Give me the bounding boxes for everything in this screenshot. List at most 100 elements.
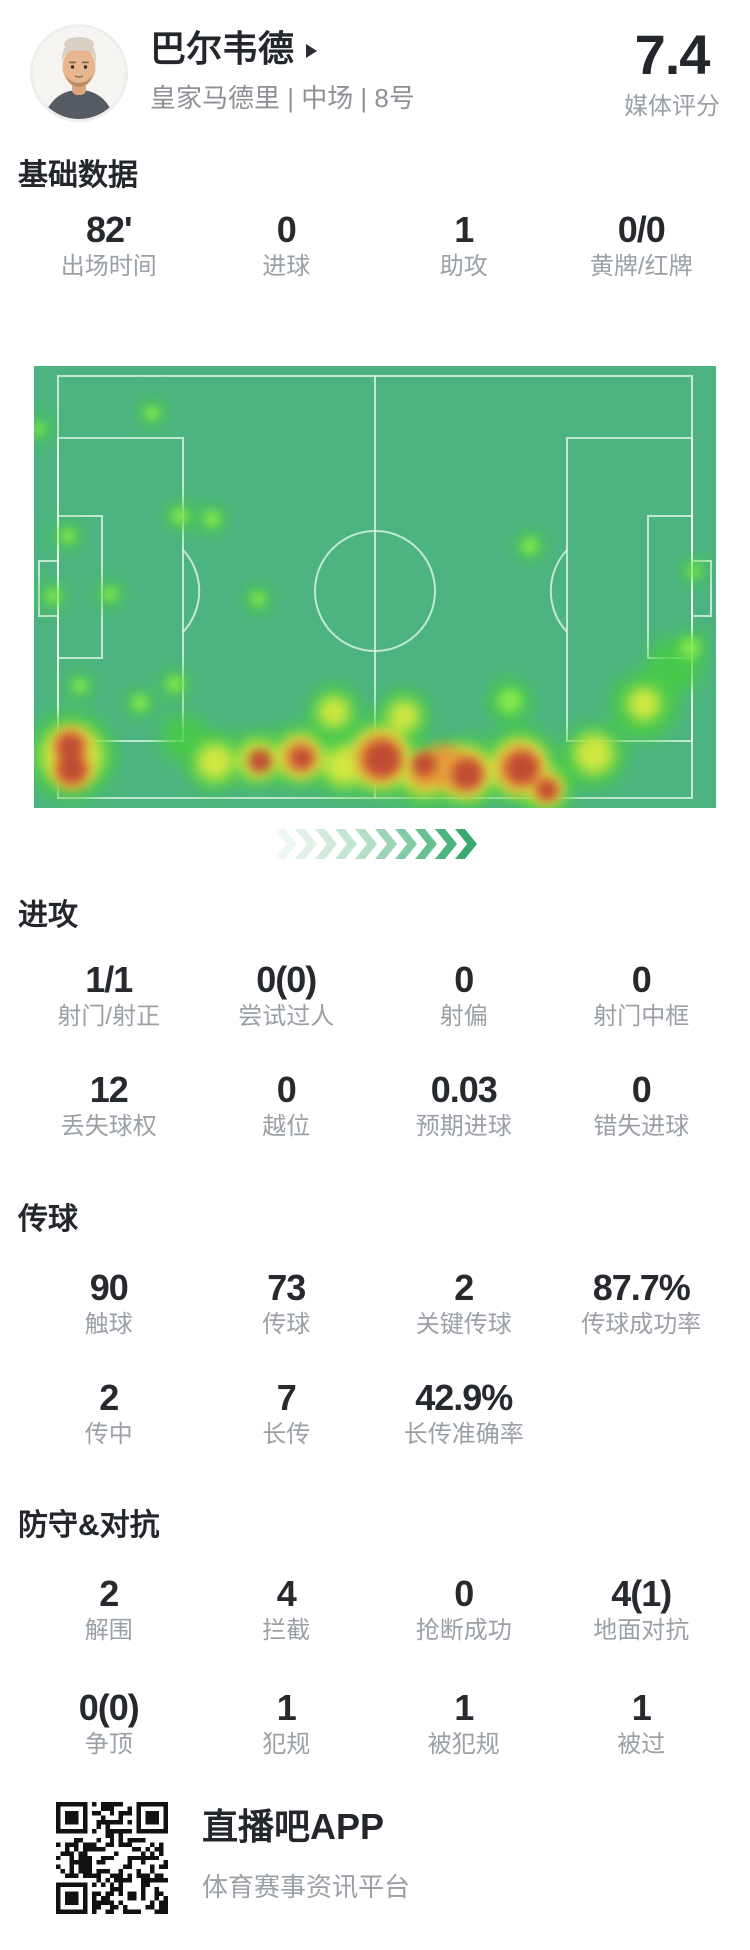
stat-label: 错失进球 [593, 1113, 690, 1140]
stat-value: 12 [89, 1069, 129, 1110]
stats-row-attack-1: 1/1 射门/射正 0(0) 尝试过人 0 射偏 0 射门中框 [0, 960, 750, 1032]
stat-value: 82' [85, 209, 133, 250]
app-info: 直播吧APP 体育赛事资讯平台 [168, 1802, 410, 1902]
section-title-attack: 进攻 [18, 899, 78, 932]
stat-value: 0(0) [78, 1687, 140, 1728]
player-team-line: 皇家马德里 | 中场 | 8号 [150, 83, 415, 113]
chevron-icon [355, 829, 377, 859]
stat-fouls: 1 犯规 [198, 1688, 376, 1760]
stat-shots-off: 0 射偏 [375, 960, 553, 1032]
stat-label: 助攻 [439, 253, 488, 280]
heatmap-pitch [34, 366, 716, 808]
stat-shots: 1/1 射门/射正 [20, 960, 198, 1032]
stat-value: 0.03 [430, 1069, 498, 1110]
app-name: 直播吧APP [202, 1806, 385, 1847]
chevron-icon [315, 829, 337, 859]
stat-big-chances-missed: 0 错失进球 [553, 1070, 731, 1142]
chevron-icon [455, 829, 477, 859]
app-description: 体育赛事资讯平台 [202, 1872, 411, 1902]
stat-label: 传中 [84, 1421, 133, 1448]
avatar-illustration [33, 27, 125, 119]
stat-value: 42.9% [415, 1377, 513, 1418]
stat-woodwork: 0 射门中框 [553, 960, 731, 1032]
stat-value: 4(1) [611, 1573, 672, 1614]
stat-label: 解围 [84, 1617, 133, 1644]
stat-value: 1 [454, 209, 474, 250]
chevron-icon [335, 829, 357, 859]
stat-assists: 1 助攻 [375, 210, 553, 282]
stat-fouled: 1 被犯规 [375, 1688, 553, 1760]
stat-long-ball-accuracy: 42.9% 长传准确率 [375, 1378, 553, 1450]
stat-label: 触球 [84, 1311, 133, 1338]
stats-row-passing-2: 2 传中 7 长传 42.9% 长传准确率 [0, 1378, 750, 1450]
stat-label: 长传 [262, 1421, 311, 1448]
stat-value: 0 [454, 1573, 474, 1614]
section-title-defense: 防守&对抗 [18, 1509, 160, 1542]
stat-value: 0 [631, 1069, 652, 1110]
stat-pass-accuracy: 87.7% 传球成功率 [553, 1268, 731, 1340]
stat-dribbles: 0(0) 尝试过人 [198, 960, 376, 1032]
stat-value: 1/1 [85, 959, 133, 1000]
stat-label: 抢断成功 [415, 1617, 512, 1644]
stat-passes: 73 传球 [198, 1268, 376, 1340]
stat-goals: 0 进球 [198, 210, 376, 282]
chevron-icon [395, 829, 417, 859]
stats-row-defense-2: 0(0) 争顶 1 犯规 1 被犯规 1 被过 [0, 1688, 750, 1760]
stat-label: 丢失球权 [60, 1113, 157, 1140]
stat-label: 进球 [262, 253, 311, 280]
heat-layer-red [57, 734, 557, 800]
heatmap-svg [34, 375, 712, 808]
app-footer: 直播吧APP 体育赛事资讯平台 [0, 1760, 750, 1914]
stat-minutes: 82' 出场时间 [20, 210, 198, 282]
qr-code-svg [56, 1802, 168, 1914]
caret-right-icon [306, 44, 318, 58]
chevron-icon [295, 829, 317, 859]
stat-label: 传球 [262, 1311, 311, 1338]
media-rating-value: 7.4 [634, 23, 711, 86]
stat-value: 2 [454, 1267, 474, 1308]
stat-offsides: 0 越位 [198, 1070, 376, 1142]
stat-value: 2 [99, 1573, 119, 1614]
stat-value: 0/0 [617, 209, 666, 250]
avatar [30, 24, 128, 122]
chevron-icon [435, 829, 457, 859]
section-title-basic: 基础数据 [18, 159, 138, 192]
stat-label: 被犯规 [427, 1731, 500, 1758]
stat-label: 射门/射正 [57, 1003, 161, 1030]
stat-label: 黄牌/红牌 [589, 253, 693, 280]
stat-value: 1 [276, 1687, 297, 1728]
stat-label: 传球成功率 [581, 1311, 702, 1338]
stat-touches: 90 触球 [20, 1268, 198, 1340]
heat-layer-green-core [34, 406, 700, 713]
stat-value: 1 [454, 1687, 474, 1728]
stat-value: 73 [267, 1267, 306, 1308]
stat-label: 长传准确率 [403, 1421, 524, 1448]
stat-value: 0 [454, 959, 474, 1000]
player-name: 巴尔韦德 [150, 28, 295, 69]
stat-label: 越位 [262, 1113, 311, 1140]
stat-tackles-won: 0 抢断成功 [375, 1574, 553, 1646]
chevron-icon [415, 829, 437, 859]
qr-code [56, 1802, 168, 1914]
stat-value: 4 [276, 1573, 297, 1614]
stat-label: 关键传球 [415, 1311, 512, 1338]
stat-value: 0 [276, 209, 297, 250]
stat-aerial-duels: 0(0) 争顶 [20, 1688, 198, 1760]
stat-value: 7 [276, 1377, 297, 1418]
stat-key-passes: 2 关键传球 [375, 1268, 553, 1340]
section-title-passing: 传球 [18, 1203, 78, 1236]
player-name-row[interactable]: 巴尔韦德 [150, 28, 624, 70]
stat-value: 90 [89, 1267, 129, 1308]
stat-label: 射偏 [439, 1003, 488, 1030]
stat-value: 0(0) [256, 959, 317, 1000]
stat-possession-lost: 12 丢失球权 [20, 1070, 198, 1142]
stat-value: 0 [276, 1069, 297, 1110]
player-info: 巴尔韦德 皇家马德里 | 中场 | 8号 [128, 24, 624, 113]
stat-xg: 0.03 预期进球 [375, 1070, 553, 1142]
stats-row-basic: 82' 出场时间 0 进球 1 助攻 0/0 黄牌/红牌 [0, 210, 750, 282]
stats-row-passing-1: 90 触球 73 传球 2 关键传球 87.7% 传球成功率 [0, 1268, 750, 1340]
media-rating-label: 媒体评分 [624, 93, 720, 120]
stat-value: 1 [631, 1687, 652, 1728]
chevron-arrows [0, 828, 750, 860]
